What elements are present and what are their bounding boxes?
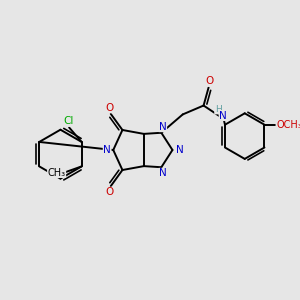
Text: N: N	[176, 145, 183, 155]
Text: Cl: Cl	[63, 116, 74, 126]
Text: N: N	[219, 110, 227, 121]
Text: CH₃: CH₃	[48, 167, 66, 178]
Text: OCH₃: OCH₃	[276, 120, 300, 130]
Text: O: O	[106, 103, 114, 113]
Text: N: N	[159, 168, 166, 178]
Text: H: H	[215, 105, 221, 114]
Text: O: O	[106, 187, 114, 197]
Text: N: N	[103, 145, 111, 155]
Text: O: O	[205, 76, 213, 86]
Text: N: N	[159, 122, 166, 132]
